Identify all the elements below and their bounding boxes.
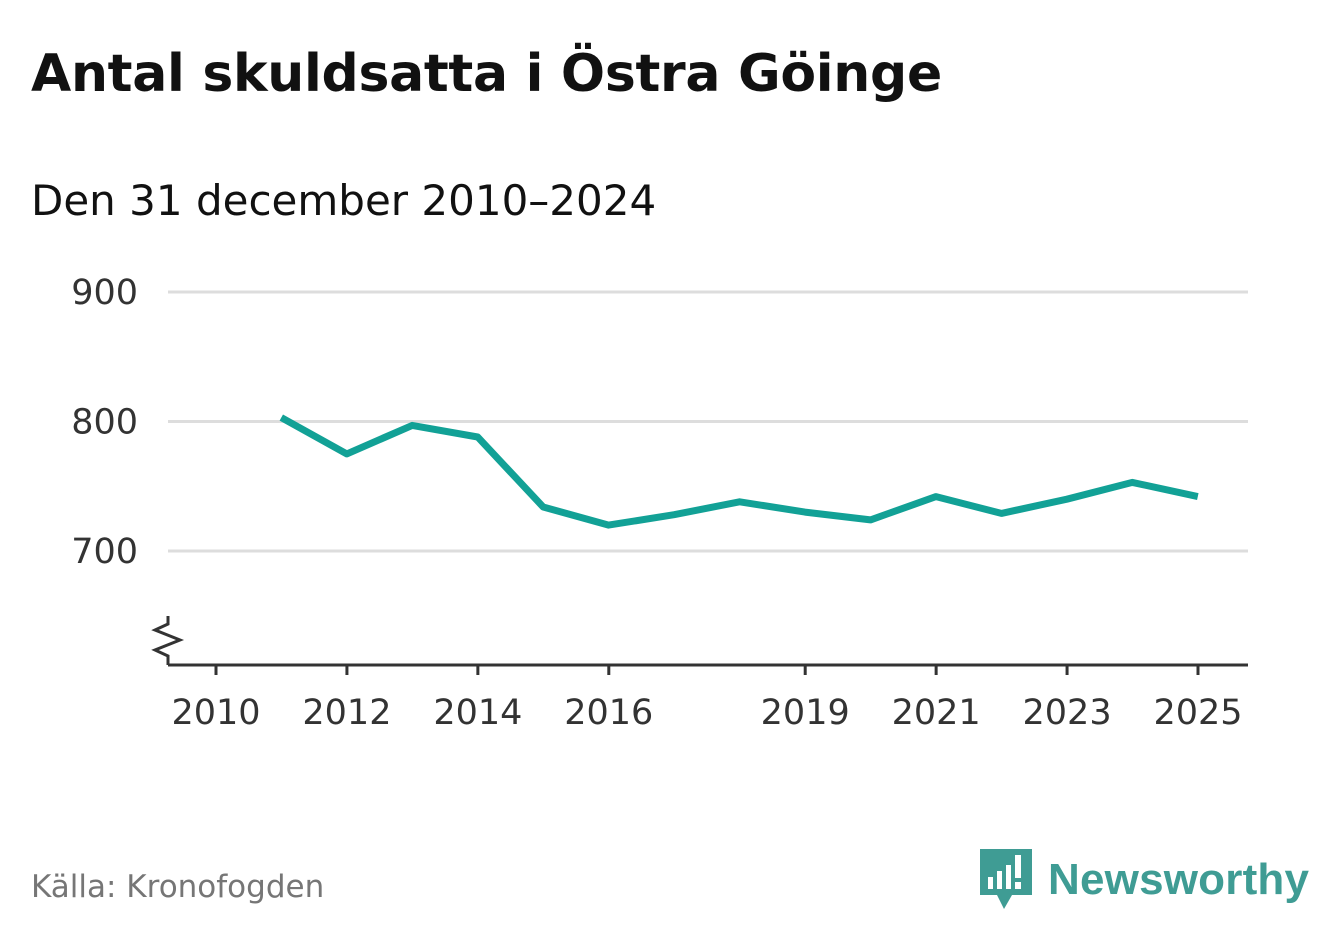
x-tick-label: 2021	[892, 693, 981, 733]
source-note: Källa: Kronofogden	[31, 869, 325, 905]
x-tick-label: 2014	[433, 693, 522, 733]
y-axis-break	[151, 616, 185, 665]
x-tick-label: 2016	[564, 693, 653, 733]
x-tick-label: 2023	[1023, 693, 1112, 733]
y-tick-label: 800	[71, 403, 138, 443]
y-tick-label: 700	[71, 532, 138, 572]
y-tick-label: 900	[71, 273, 138, 313]
brand-name: Newsworthy	[1048, 855, 1310, 904]
y-axis-ticks: 700 800 900	[71, 273, 138, 572]
chart-title: Antal skuldsatta i Östra Göinge	[31, 44, 942, 104]
series-layer	[0, 414, 1199, 529]
x-tick-label: 2025	[1153, 693, 1242, 733]
brand-logo: Newsworthy	[980, 848, 1309, 912]
x-tick-label: 2012	[302, 693, 391, 733]
x-tick-label: 2019	[761, 693, 850, 733]
series-line	[279, 414, 1199, 529]
gridlines	[168, 290, 1248, 553]
chart-subtitle: Den 31 december 2010–2024	[31, 176, 657, 225]
x-axis	[151, 616, 1248, 667]
x-tick-label: 2010	[171, 693, 260, 733]
newsworthy-logo-icon	[980, 849, 1032, 909]
x-axis-ticks: 2010 2012 2014 2016 2019 2021 2023 2025	[171, 665, 1243, 733]
